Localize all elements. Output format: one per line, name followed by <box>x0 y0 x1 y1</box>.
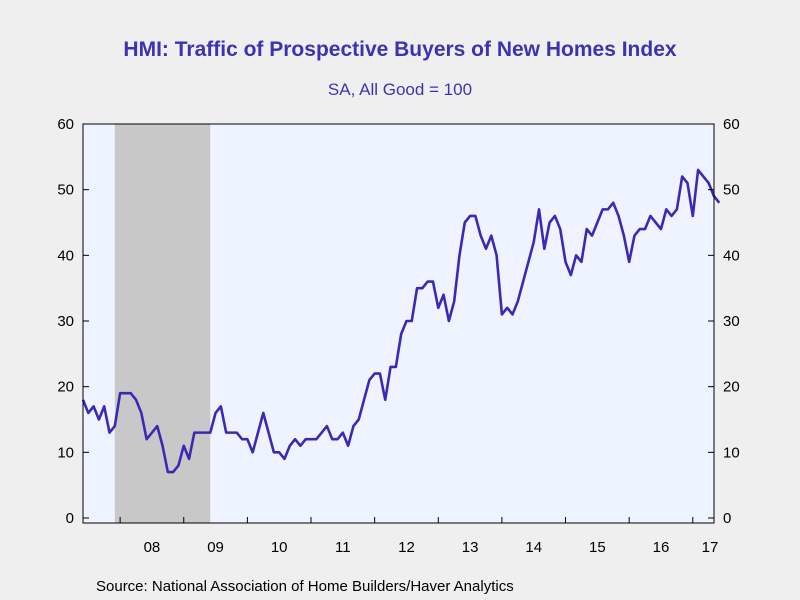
y-tick-label-left: 40 <box>57 247 74 264</box>
x-tick-label: 09 <box>207 539 224 556</box>
x-tick-label: 15 <box>589 539 606 556</box>
x-tick-label: 14 <box>525 539 542 556</box>
source-note: Source: National Association of Home Bui… <box>96 578 514 595</box>
chart-title: HMI: Traffic of Prospective Buyers of Ne… <box>123 38 677 61</box>
y-tick-label-right: 30 <box>723 313 740 330</box>
x-tick-label: 17 <box>702 539 719 556</box>
y-tick-label-right: 40 <box>723 247 740 264</box>
x-tick-label: 13 <box>462 539 479 556</box>
x-tick-label: 08 <box>144 539 161 556</box>
y-tick-label-left: 60 <box>57 116 74 133</box>
y-tick-label-right: 50 <box>723 182 740 199</box>
x-tick-label: 11 <box>335 539 351 556</box>
y-tick-label-right: 20 <box>723 379 740 396</box>
y-tick-label-left: 0 <box>66 510 74 527</box>
y-tick-label-right: 10 <box>723 444 740 461</box>
x-tick-label: 10 <box>271 539 288 556</box>
x-tick-label: 16 <box>653 539 670 556</box>
chart-subtitle: SA, All Good = 100 <box>327 80 473 99</box>
y-tick-label-left: 30 <box>57 313 74 330</box>
series-line <box>81 168 721 474</box>
y-tick-label-right: 60 <box>723 116 740 133</box>
y-tick-label-left: 50 <box>57 182 74 199</box>
x-tick-label: 12 <box>398 539 415 556</box>
y-tick-label-right: 0 <box>723 510 731 527</box>
plot-frame <box>82 123 715 524</box>
y-tick-label-left: 20 <box>57 379 74 396</box>
recession-shade <box>114 124 211 523</box>
y-tick-label-left: 10 <box>57 444 74 461</box>
